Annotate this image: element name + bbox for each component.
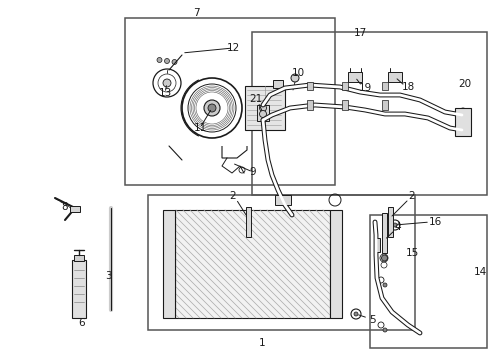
Bar (341, 100, 347, 110)
Circle shape (164, 58, 169, 63)
Text: 8: 8 (61, 202, 68, 212)
Bar (381, 100, 387, 110)
Circle shape (392, 223, 396, 227)
Text: 14: 14 (472, 267, 486, 277)
Bar (381, 213, 386, 253)
Circle shape (157, 58, 162, 63)
Text: 5: 5 (368, 315, 375, 325)
Text: 2: 2 (229, 191, 236, 201)
Bar (74, 255, 84, 261)
Bar (245, 207, 250, 237)
Text: 3: 3 (104, 271, 111, 281)
Bar (274, 195, 290, 205)
Bar (381, 82, 387, 90)
Text: 12: 12 (226, 43, 239, 53)
Text: 10: 10 (291, 68, 304, 78)
Bar (387, 72, 401, 82)
Bar (347, 72, 361, 82)
Text: 11: 11 (193, 123, 206, 133)
Text: 20: 20 (458, 79, 470, 89)
Bar (175, 210, 329, 318)
Text: 21: 21 (249, 94, 262, 104)
Text: 18: 18 (401, 82, 414, 92)
Bar (148, 195, 414, 330)
Bar (244, 86, 285, 130)
Circle shape (259, 111, 266, 117)
Text: 6: 6 (79, 318, 85, 328)
Bar (306, 82, 312, 90)
Bar (341, 82, 347, 90)
Bar (257, 105, 268, 121)
Circle shape (290, 74, 298, 82)
Circle shape (382, 328, 386, 332)
Circle shape (163, 79, 171, 87)
Circle shape (203, 100, 220, 116)
Text: 2: 2 (408, 191, 414, 201)
Circle shape (172, 59, 177, 64)
Text: 16: 16 (427, 217, 441, 227)
Text: 4: 4 (394, 222, 401, 232)
Circle shape (207, 104, 216, 112)
Circle shape (381, 255, 386, 261)
Text: 9: 9 (249, 167, 256, 177)
Bar (329, 210, 341, 318)
Text: 13: 13 (158, 88, 171, 98)
Bar (251, 32, 486, 195)
Text: 15: 15 (405, 248, 418, 258)
Circle shape (456, 124, 468, 136)
Circle shape (382, 283, 386, 287)
Bar (125, 18, 334, 185)
Bar (272, 80, 283, 88)
Bar (163, 210, 175, 318)
Text: 19: 19 (358, 83, 371, 93)
Circle shape (259, 104, 266, 112)
Bar (373, 238, 379, 252)
Bar (386, 207, 392, 237)
Bar (369, 215, 486, 348)
Circle shape (350, 309, 360, 319)
Text: 7: 7 (192, 8, 199, 18)
Bar (175, 210, 329, 318)
Text: 17: 17 (353, 28, 366, 38)
Bar (70, 206, 80, 212)
Circle shape (353, 312, 357, 316)
Text: 1: 1 (258, 338, 265, 348)
Bar (306, 100, 312, 110)
Bar (454, 108, 470, 136)
Bar (72, 260, 86, 318)
